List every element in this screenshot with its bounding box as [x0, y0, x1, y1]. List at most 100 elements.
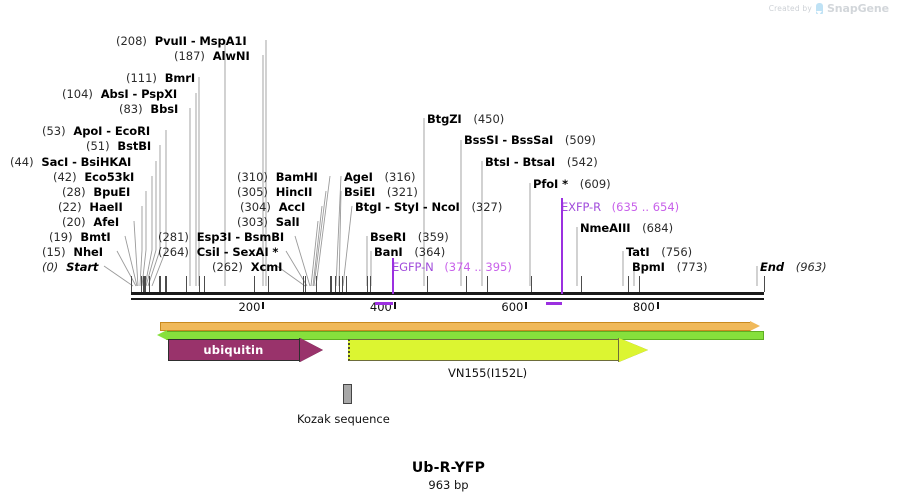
enzyme-label-bstbi[interactable]: (51) BstBI — [86, 140, 151, 153]
enzyme-label-start[interactable]: (0) Start — [42, 261, 98, 274]
enzyme-name-btsi-btsai: BtsI - BtsaI — [485, 155, 556, 169]
cut-site-mark-609 — [531, 276, 533, 292]
primer-name-egfp-n: EGFP-N — [392, 260, 434, 274]
feature-ubiquitin[interactable]: ubiquitin — [168, 338, 323, 362]
enzyme-name-sali: SalI — [275, 215, 300, 229]
primer-name-exfp-r: EXFP-R — [561, 200, 601, 214]
enzyme-label-xcmi[interactable]: (262) XcmI — [212, 261, 282, 274]
enzyme-label-bamhi[interactable]: (310) BamHI — [237, 171, 318, 184]
enzyme-label-pvuii-mspa1i[interactable]: (208) PvuII - MspA1I — [116, 35, 247, 48]
watermark-created-by-label: Created by — [768, 4, 812, 13]
ruler-tick-600 — [525, 302, 528, 309]
enzyme-label-csii-sexai[interactable]: (264) CsiI - SexAI * — [158, 246, 278, 259]
enzyme-name-xcmi: XcmI — [250, 260, 283, 274]
enzyme-position-bpuei: (28) — [62, 185, 86, 199]
enzyme-label-nhei[interactable]: (15) NheI — [42, 246, 103, 259]
enzyme-name-afei: AfeI — [93, 215, 120, 229]
sequence-backbone[interactable] — [131, 292, 764, 300]
enzyme-label-eco53ki[interactable]: (42) Eco53kI — [53, 171, 134, 184]
enzyme-label-bmri[interactable]: (111) BmrI — [126, 72, 195, 85]
enzyme-position-end: (963) — [795, 260, 827, 274]
cut-site-mark-316 — [338, 276, 340, 292]
cut-site-mark-262 — [303, 276, 305, 292]
feature-kozak-box[interactable] — [343, 384, 352, 404]
enzyme-name-pfoi: PfoI * — [533, 177, 569, 191]
enzyme-label-bpuei[interactable]: (28) BpuEI — [62, 186, 130, 199]
feature-ubiquitin-body — [168, 339, 301, 361]
cut-site-mark-208 — [267, 276, 269, 292]
enzyme-label-sali[interactable]: (303) SalI — [237, 216, 300, 229]
enzyme-position-start: (0) — [42, 260, 59, 274]
cut-site-mark-310 — [334, 276, 336, 292]
primer-label-exfp-r[interactable]: EXFP-R (635 .. 654) — [561, 201, 679, 214]
enzyme-name-nhei: NheI — [73, 245, 103, 259]
enzyme-label-afei[interactable]: (20) AfeI — [62, 216, 119, 229]
enzyme-label-bpmi[interactable]: BpmI (773) — [632, 261, 708, 274]
enzyme-label-bani[interactable]: BanI (364) — [374, 246, 445, 259]
enzyme-label-nmeaiii[interactable]: NmeAIII (684) — [580, 222, 673, 235]
enzyme-name-bani: BanI — [374, 245, 403, 259]
enzyme-name-haeii: HaeII — [89, 200, 123, 214]
enzyme-label-bseri[interactable]: BseRI (359) — [370, 231, 449, 244]
orf-forward-arrow[interactable] — [160, 321, 760, 331]
feature-vn155-arrowhead — [619, 338, 648, 362]
feature-vn155-body — [348, 339, 620, 361]
cut-site-mark-264 — [304, 276, 306, 292]
enzyme-position-bsiei: (321) — [386, 185, 418, 199]
enzyme-position-tati: (756) — [661, 245, 693, 259]
enzyme-label-bbsi[interactable]: (83) BbsI — [119, 103, 178, 116]
cut-site-mark-303 — [330, 276, 332, 292]
orf-forward-body — [160, 322, 751, 331]
enzyme-label-agei[interactable]: AgeI (316) — [344, 171, 415, 184]
feature-ubiquitin-arrowhead — [300, 338, 323, 362]
enzyme-position-alwni: (187) — [174, 49, 205, 63]
enzyme-position-absi-pspxi: (104) — [62, 87, 93, 101]
cut-site-mark-28 — [149, 276, 151, 292]
enzyme-position-sali: (303) — [237, 215, 268, 229]
enzyme-label-absi-pspxi[interactable]: (104) AbsI - PspXI — [62, 88, 177, 101]
enzyme-position-btgi-styi-ncoi: (327) — [471, 200, 503, 214]
cut-site-mark-51 — [164, 276, 166, 292]
enzyme-label-pfoi[interactable]: PfoI * (609) — [533, 178, 611, 191]
enzyme-name-bmri: BmrI — [164, 71, 196, 85]
enzyme-position-bmti: (19) — [49, 230, 73, 244]
enzyme-position-csii-sexai: (264) — [158, 245, 189, 259]
enzyme-label-end[interactable]: End (963) — [760, 261, 827, 274]
enzyme-label-bsssi-bsssai[interactable]: BssSI - BssSaI (509) — [464, 134, 596, 147]
enzyme-position-bbsi: (83) — [119, 102, 143, 116]
enzyme-name-apoi-ecori: ApoI - EcoRI — [73, 124, 151, 138]
enzyme-label-tati[interactable]: TatI (756) — [626, 246, 692, 259]
enzyme-label-saci-bsihkai[interactable]: (44) SacI - BsiHKAI — [10, 156, 131, 169]
enzyme-label-bmti[interactable]: (19) BmtI — [49, 231, 111, 244]
cut-site-mark-773 — [639, 276, 641, 292]
enzyme-name-bpuei: BpuEI — [93, 185, 131, 199]
enzyme-position-bmri: (111) — [126, 71, 157, 85]
enzyme-name-bseri: BseRI — [370, 230, 407, 244]
enzyme-name-alwni: AlwNI — [212, 49, 250, 63]
cut-site-mark-15 — [140, 276, 142, 292]
enzyme-label-btgi-styi-ncoi[interactable]: BtgI - StyI - NcoI (327) — [355, 201, 502, 214]
enzyme-position-bani: (364) — [414, 245, 446, 259]
primer-label-egfp-n[interactable]: EGFP-N (374 .. 395) — [392, 261, 512, 274]
enzyme-label-hincii[interactable]: (305) HincII — [237, 186, 312, 199]
strand-top — [131, 292, 764, 295]
cut-site-mark-542 — [487, 276, 489, 292]
enzyme-label-btgzi[interactable]: BtgZI (450) — [427, 113, 504, 126]
primer-stem-exfp-r — [561, 198, 563, 294]
enzyme-position-nhei: (15) — [42, 245, 66, 259]
enzyme-label-bsiei[interactable]: BsiEI (321) — [344, 186, 418, 199]
enzyme-label-apoi-ecori[interactable]: (53) ApoI - EcoRI — [42, 125, 150, 138]
enzyme-name-start: Start — [66, 260, 99, 274]
feature-vn155[interactable] — [348, 338, 648, 362]
enzyme-label-esp3i-bsmbi[interactable]: (281) Esp3I - BsmBI — [158, 231, 284, 244]
enzyme-label-acci[interactable]: (304) AccI — [240, 201, 305, 214]
enzyme-position-bamhi: (310) — [237, 170, 268, 184]
plasmid-name: Ub-R-YFP — [411, 460, 486, 476]
enzyme-name-bsiei: BsiEI — [344, 185, 376, 199]
enzyme-label-btsi-btsai[interactable]: BtsI - BtsaI (542) — [485, 156, 598, 169]
enzyme-label-alwni[interactable]: (187) AlwNI — [174, 50, 250, 63]
primer-tick-egfp-n — [375, 302, 393, 305]
enzyme-label-haeii[interactable]: (22) HaeII — [58, 201, 123, 214]
cut-site-mark-42 — [158, 276, 160, 292]
cut-site-mark-83 — [185, 276, 187, 292]
